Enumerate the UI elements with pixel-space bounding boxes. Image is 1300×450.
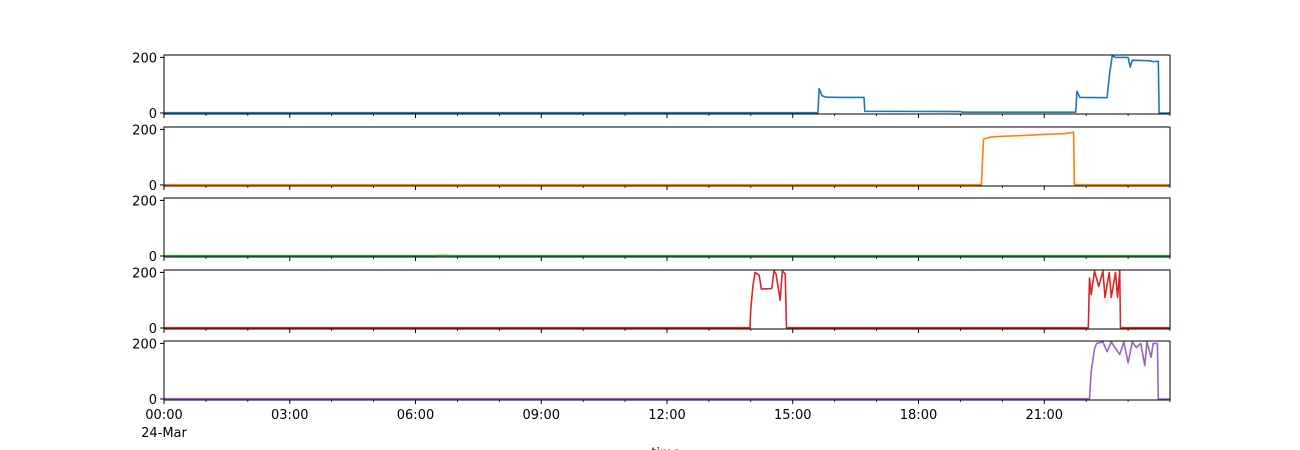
x-tick-label: 21:00 [1026,408,1063,423]
x-tick-label: 03:00 [271,408,308,423]
subplot-frame-4 [163,269,1171,330]
y-tick-label: 200 [132,194,157,209]
subplot-5: 0 200 [132,337,1171,408]
subplot-1: 0 200 [132,51,1171,122]
x-tick-label: 12:00 [648,408,685,423]
x-tick-label: 15:00 [774,408,811,423]
y-tick-label: 0 [149,250,157,265]
y-tick-label: 0 [149,179,157,194]
y-tick-label: 200 [132,51,157,66]
shared-x-axis: 00:00 03:00 06:00 09:00 12:00 15:00 18:00 21:00… [141,408,1063,441]
series-line-2 [164,131,1170,186]
x-tick-label: 18:00 [900,408,937,423]
y-tick-label: 0 [149,322,157,337]
subplot-4: 0 200 [132,266,1171,337]
x-date-label: 24-Mar [141,426,187,441]
series-line-1 [164,55,1170,114]
x-tick-label: 00:00 [145,408,182,423]
y-tick-label: 200 [132,337,157,352]
x-tick-label: 06:00 [397,408,434,423]
subplot-frame-5 [163,340,1171,401]
y-tick-label: 200 [132,123,157,138]
x-tick-label: 09:00 [523,408,560,423]
y-tick-label: 0 [149,393,157,408]
subplot-frame-3 [163,197,1171,258]
series-line-5 [164,341,1170,400]
x-axis-label: time [651,446,680,450]
y-tick-label: 200 [132,266,157,281]
subplot-2: 0 200 [132,123,1171,194]
series-line-4 [164,270,1170,329]
subplot-3: 0 200 [132,194,1171,265]
subplot-frame-1 [163,54,1171,115]
y-tick-label: 0 [149,107,157,122]
